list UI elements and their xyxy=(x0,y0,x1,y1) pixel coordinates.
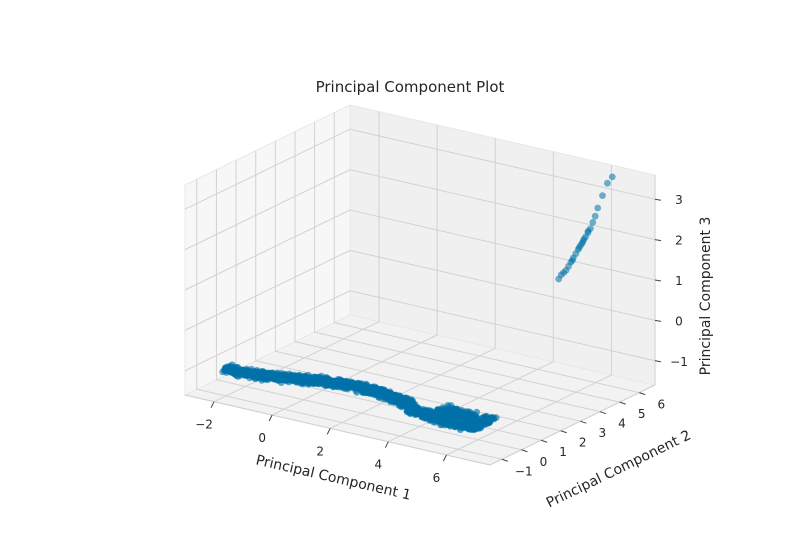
y-tick-label-1: 0 xyxy=(540,455,548,469)
band-point-1980 xyxy=(233,372,241,379)
band-point-1859 xyxy=(258,377,266,384)
y-tick-mark-2 xyxy=(540,439,548,443)
z-grid-line-1 xyxy=(184,249,656,331)
x-tick-label-1: 0 xyxy=(258,431,266,445)
x-tick-label-3: 4 xyxy=(375,458,383,472)
band-point-1955 xyxy=(407,409,415,417)
cluster-point-13 xyxy=(591,212,599,220)
y-tick-label-7: 6 xyxy=(657,398,665,412)
band-point-2029 xyxy=(219,368,227,376)
band-point-2059 xyxy=(451,423,459,430)
z-tick-mark-3 xyxy=(654,239,662,242)
y-grid-line-1 xyxy=(215,169,522,451)
band-point-1604 xyxy=(277,379,285,386)
x-tick-mark-4 xyxy=(442,454,447,462)
z-tick-mark-0 xyxy=(654,360,662,363)
band-point-1549 xyxy=(294,378,302,385)
band-point-943 xyxy=(361,385,369,392)
y-tick-label-2: 1 xyxy=(559,445,567,459)
band-point-1188 xyxy=(353,389,361,396)
band-point-2056 xyxy=(447,416,454,424)
band-point-1389 xyxy=(330,383,337,390)
y-tick-mark-7 xyxy=(639,392,646,396)
band-point-1020 xyxy=(374,390,382,398)
x-axis-label: Principal Component 1 xyxy=(254,452,412,503)
band-point-2057 xyxy=(459,424,467,432)
z-tick-label-0: −1 xyxy=(670,355,688,369)
y-grid-line-5 xyxy=(294,131,601,413)
band-point-2053 xyxy=(471,423,478,431)
z-grid-line-3 xyxy=(184,169,656,251)
y-grid-line-7 xyxy=(333,112,640,394)
cluster-point-18 xyxy=(562,267,570,274)
cluster-point-14 xyxy=(594,204,602,212)
band-point-1778 xyxy=(270,375,278,383)
grid-lines xyxy=(184,111,656,460)
y-tick-label-0: −1 xyxy=(515,464,533,478)
y-tick-mark-6 xyxy=(619,401,626,405)
band-point-1909 xyxy=(252,375,259,383)
y-tick-mark-3 xyxy=(560,430,567,434)
y-axis-line xyxy=(489,384,656,466)
y-grid-line-0 xyxy=(196,179,502,460)
z-tick-label-4: 3 xyxy=(675,193,683,207)
x-tick-label-4: 6 xyxy=(433,471,441,485)
x-axis-line xyxy=(184,394,491,466)
band-point-2039 xyxy=(438,421,446,429)
x-tick-mark-3 xyxy=(384,441,389,448)
y-tick-mark-4 xyxy=(580,420,587,424)
z-grid-line-2 xyxy=(184,209,656,291)
y-tick-mark-1 xyxy=(521,449,528,453)
band-point-1471 xyxy=(320,380,328,387)
band-point-1899 xyxy=(241,370,249,378)
cluster-point-12 xyxy=(589,219,597,226)
z-grid-line-0 xyxy=(184,290,656,372)
x-tick-label-0: −2 xyxy=(195,418,213,432)
band-point-1784 xyxy=(285,378,293,386)
cluster-point-19 xyxy=(569,257,576,264)
cluster-point-24 xyxy=(578,239,586,247)
z-grid-line-4 xyxy=(184,128,656,210)
z-axis-label: Principal Component 3 xyxy=(698,217,714,376)
z-tick-mark-4 xyxy=(654,198,662,201)
x-tick-label-2: 2 xyxy=(316,444,324,458)
cluster-point-15 xyxy=(599,192,606,200)
band-point-1948 xyxy=(246,374,254,382)
scatter-points xyxy=(219,173,616,434)
z-tick-mark-1 xyxy=(654,319,662,322)
z-tick-label-2: 1 xyxy=(675,274,683,288)
cluster-point-22 xyxy=(584,227,592,235)
band-point-2012 xyxy=(413,410,420,418)
band-point-2058 xyxy=(465,425,473,433)
y-tick-label-5: 4 xyxy=(618,417,626,431)
band-point-1358 xyxy=(397,402,405,410)
y-tick-label-4: 3 xyxy=(599,426,607,440)
z-tick-label-3: 2 xyxy=(675,234,683,248)
band-point-1443 xyxy=(305,380,312,388)
cluster-point-23 xyxy=(557,271,565,279)
z-tick-label-1: 0 xyxy=(675,314,683,328)
x-tick-mark-0 xyxy=(210,401,215,408)
band-point-2015 xyxy=(418,413,426,421)
y-tick-label-6: 5 xyxy=(638,407,646,421)
y-grid-line-4 xyxy=(274,141,581,422)
y-tick-label-3: 2 xyxy=(579,436,587,450)
x-grid-line-4 xyxy=(446,165,612,456)
y-axis-label: Principal Component 2 xyxy=(544,427,694,511)
cluster-point-16 xyxy=(604,179,611,187)
y-tick-mark-0 xyxy=(501,458,508,462)
cluster-point-17 xyxy=(608,173,616,181)
chart-title: Principal Component Plot xyxy=(316,78,505,96)
x-tick-mark-1 xyxy=(268,414,273,422)
band-point-2052 xyxy=(427,416,434,424)
y-grid-line-6 xyxy=(314,122,620,403)
y-tick-mark-5 xyxy=(599,411,607,415)
band-point-938 xyxy=(344,383,352,391)
band-point-1557 xyxy=(299,380,307,388)
x-tick-mark-2 xyxy=(326,428,331,435)
z-tick-mark-2 xyxy=(654,279,662,282)
